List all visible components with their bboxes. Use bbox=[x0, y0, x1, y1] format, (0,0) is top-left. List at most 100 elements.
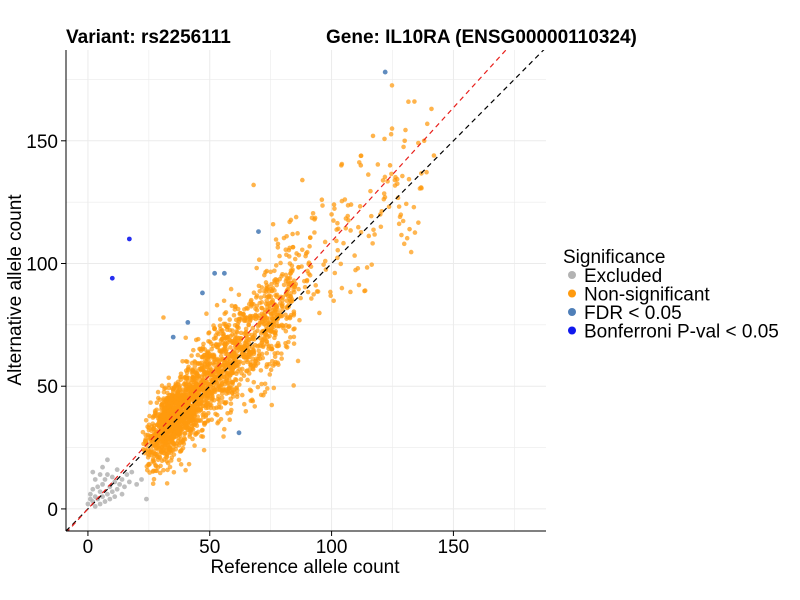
point-bonferroni bbox=[126, 236, 132, 242]
point-nonsignificant bbox=[247, 351, 252, 357]
point-nonsignificant bbox=[209, 417, 215, 422]
point-nonsignificant bbox=[287, 314, 293, 320]
x-tick-label: 50 bbox=[199, 537, 220, 558]
point-nonsignificant bbox=[216, 342, 221, 347]
point-nonsignificant bbox=[242, 331, 247, 337]
point-nonsignificant bbox=[396, 204, 402, 209]
point-nonsignificant bbox=[184, 407, 190, 413]
point-nonsignificant bbox=[214, 370, 220, 375]
legend-label: Bonferroni P-val < 0.05 bbox=[584, 322, 779, 343]
point-nonsignificant bbox=[237, 382, 242, 387]
point-nonsignificant bbox=[253, 312, 258, 318]
point-nonsignificant bbox=[257, 300, 263, 306]
point-nonsignificant bbox=[311, 292, 316, 297]
point-nonsignificant bbox=[266, 293, 272, 298]
point-nonsignificant bbox=[172, 384, 177, 390]
point-nonsignificant bbox=[251, 182, 256, 188]
point-nonsignificant bbox=[411, 204, 417, 210]
point-nonsignificant bbox=[382, 136, 387, 142]
point-nonsignificant bbox=[328, 293, 333, 299]
point-nonsignificant bbox=[260, 319, 265, 324]
point-nonsignificant bbox=[257, 313, 262, 318]
point-nonsignificant bbox=[235, 391, 240, 397]
point-nonsignificant bbox=[185, 424, 190, 430]
point-nonsignificant bbox=[252, 333, 258, 338]
point-nonsignificant bbox=[251, 347, 256, 352]
point-nonsignificant bbox=[224, 373, 229, 378]
point-nonsignificant bbox=[147, 470, 153, 475]
point-nonsignificant bbox=[194, 405, 200, 410]
point-nonsignificant bbox=[260, 337, 265, 343]
point-nonsignificant bbox=[151, 458, 156, 463]
point-nonsignificant bbox=[181, 441, 187, 447]
point-nonsignificant bbox=[187, 414, 192, 420]
point-nonsignificant bbox=[399, 232, 404, 238]
point-nonsignificant bbox=[320, 203, 325, 208]
point-nonsignificant bbox=[220, 331, 226, 337]
point-nonsignificant bbox=[406, 176, 412, 182]
point-nonsignificant bbox=[331, 218, 336, 223]
point-nonsignificant bbox=[307, 272, 313, 278]
point-nonsignificant bbox=[242, 354, 247, 360]
point-nonsignificant bbox=[375, 162, 381, 167]
point-nonsignificant bbox=[401, 241, 407, 247]
point-nonsignificant bbox=[358, 153, 364, 159]
point-nonsignificant bbox=[176, 435, 181, 441]
point-nonsignificant bbox=[225, 381, 230, 386]
point-nonsignificant bbox=[166, 385, 172, 391]
point-nonsignificant bbox=[424, 121, 430, 127]
point-excluded bbox=[90, 469, 96, 475]
point-nonsignificant bbox=[213, 411, 218, 417]
point-nonsignificant bbox=[332, 270, 338, 276]
point-excluded bbox=[112, 494, 118, 500]
point-nonsignificant bbox=[199, 360, 204, 366]
point-nonsignificant bbox=[343, 216, 349, 221]
point-nonsignificant bbox=[160, 436, 165, 441]
point-nonsignificant bbox=[237, 359, 243, 364]
point-nonsignificant bbox=[205, 356, 210, 361]
point-nonsignificant bbox=[296, 252, 302, 258]
point-nonsignificant bbox=[200, 386, 206, 392]
point-nonsignificant bbox=[234, 371, 239, 377]
point-nonsignificant bbox=[163, 426, 169, 432]
point-nonsignificant bbox=[197, 346, 202, 352]
point-nonsignificant bbox=[199, 434, 204, 439]
point-nonsignificant bbox=[365, 172, 371, 177]
point-nonsignificant bbox=[291, 341, 297, 346]
point-nonsignificant bbox=[289, 298, 295, 304]
point-nonsignificant bbox=[339, 285, 345, 291]
point-fdr bbox=[200, 290, 205, 296]
point-nonsignificant bbox=[247, 336, 253, 342]
point-nonsignificant bbox=[385, 179, 390, 184]
point-nonsignificant bbox=[348, 289, 353, 295]
point-nonsignificant bbox=[200, 379, 205, 384]
point-nonsignificant bbox=[238, 317, 243, 322]
point-nonsignificant bbox=[400, 173, 405, 179]
point-nonsignificant bbox=[218, 353, 224, 359]
point-nonsignificant bbox=[358, 229, 364, 235]
point-nonsignificant bbox=[268, 367, 274, 373]
point-nonsignificant bbox=[369, 262, 375, 267]
x-tick-label: 100 bbox=[316, 537, 348, 558]
point-nonsignificant bbox=[338, 261, 344, 267]
point-nonsignificant bbox=[291, 383, 296, 388]
point-nonsignificant bbox=[263, 270, 268, 275]
reference-line bbox=[66, 50, 507, 531]
point-nonsignificant bbox=[180, 389, 186, 394]
point-nonsignificant bbox=[155, 389, 161, 395]
point-nonsignificant bbox=[212, 374, 217, 380]
point-nonsignificant bbox=[264, 350, 270, 356]
point-nonsignificant bbox=[209, 346, 214, 352]
point-nonsignificant bbox=[219, 388, 224, 393]
point-nonsignificant bbox=[217, 401, 222, 407]
point-nonsignificant bbox=[392, 183, 398, 188]
point-nonsignificant bbox=[206, 389, 212, 395]
point-nonsignificant bbox=[335, 226, 341, 232]
point-nonsignificant bbox=[286, 339, 291, 345]
point-nonsignificant bbox=[156, 420, 162, 425]
x-tick-label: 150 bbox=[438, 537, 470, 558]
point-nonsignificant bbox=[192, 377, 197, 383]
point-nonsignificant bbox=[204, 374, 210, 379]
point-nonsignificant bbox=[243, 338, 249, 344]
point-nonsignificant bbox=[289, 263, 295, 268]
